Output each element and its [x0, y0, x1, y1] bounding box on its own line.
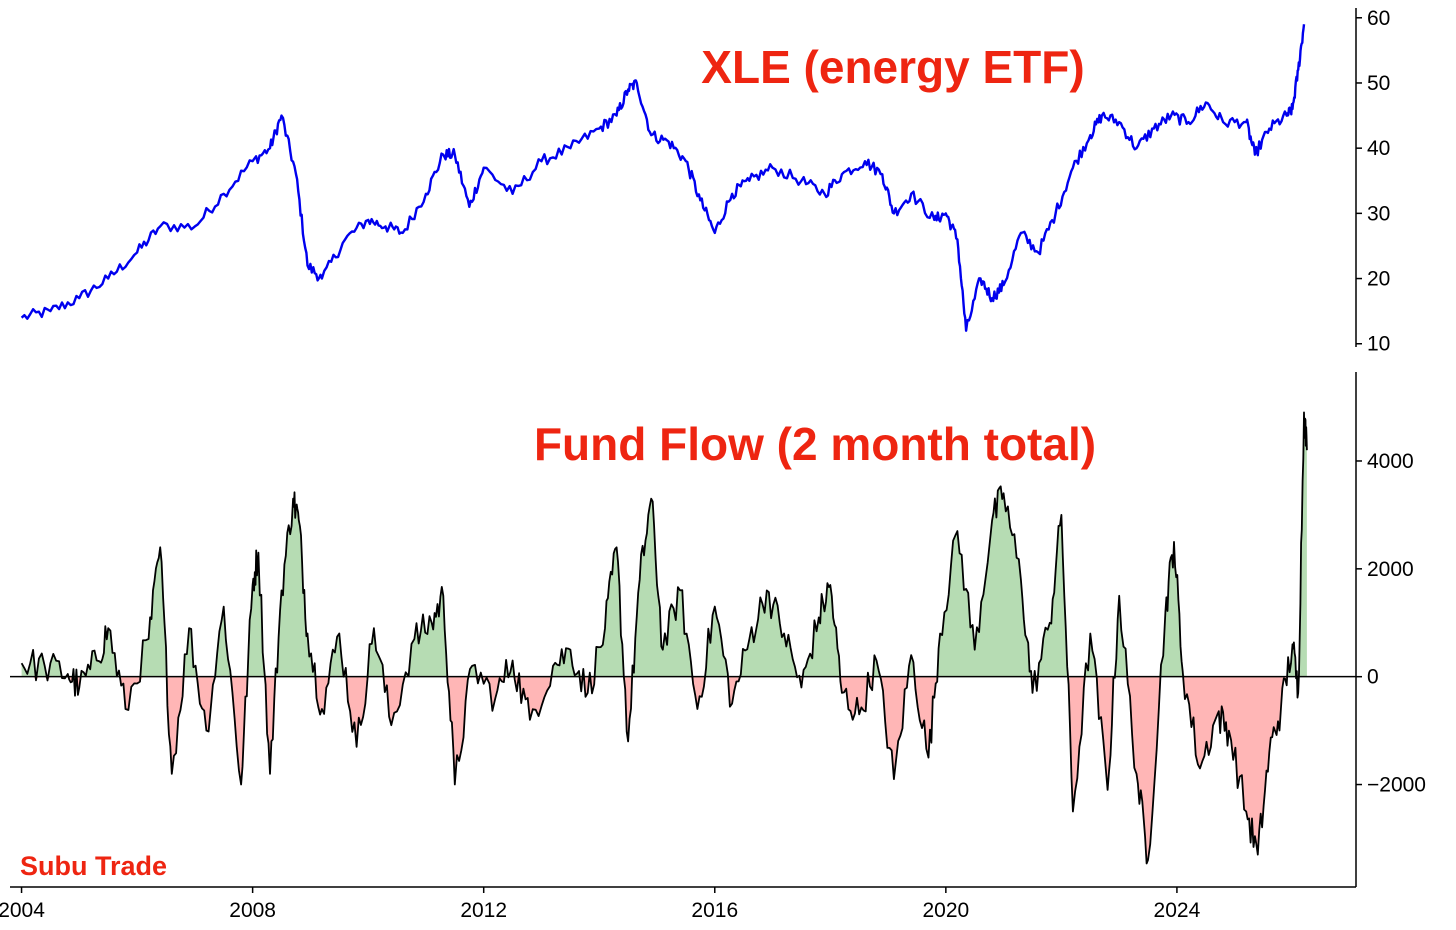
x-tick-label: 2016: [691, 899, 738, 922]
price-y-tick-label: 30: [1367, 202, 1390, 225]
flow-y-tick-label: −2000: [1367, 774, 1426, 797]
price-y-ticks: 10 20 30 40 50 60: [1356, 7, 1390, 356]
flow-chart-title: Fund Flow (2 month total): [534, 418, 1096, 470]
price-panel: 10 20 30 40 50 60 XLE (energy ETF): [20, 7, 1390, 356]
price-line: [20, 24, 1306, 332]
price-y-tick-label: 60: [1367, 7, 1390, 30]
x-tick-label: 2012: [460, 899, 507, 922]
flow-y-tick-label: 2000: [1367, 558, 1414, 581]
price-y-tick-label: 40: [1367, 137, 1390, 160]
negative-flow-area: [21, 676, 1307, 864]
flow-y-tick-label: 4000: [1367, 450, 1414, 473]
price-y-tick-label: 20: [1367, 268, 1390, 291]
price-chart-title: XLE (energy ETF): [701, 41, 1084, 93]
x-tick-label: 2008: [229, 899, 276, 922]
flow-y-ticks: −2000 0 2000 4000: [1356, 450, 1426, 797]
x-ticks: 2004 2008 2012 2016 2020 2024: [0, 887, 1201, 922]
fund-flow-line: [20, 411, 1308, 865]
price-y-tick-label: 50: [1367, 72, 1390, 95]
x-tick-label: 2020: [922, 899, 969, 922]
price-y-tick-label: 10: [1367, 333, 1390, 356]
x-tick-label: 2024: [1154, 899, 1201, 922]
flow-y-tick-label: 0: [1367, 666, 1379, 689]
x-tick-label: 2004: [0, 899, 45, 922]
watermark-label: Subu Trade: [20, 851, 167, 881]
positive-flow-area: [21, 412, 1307, 677]
